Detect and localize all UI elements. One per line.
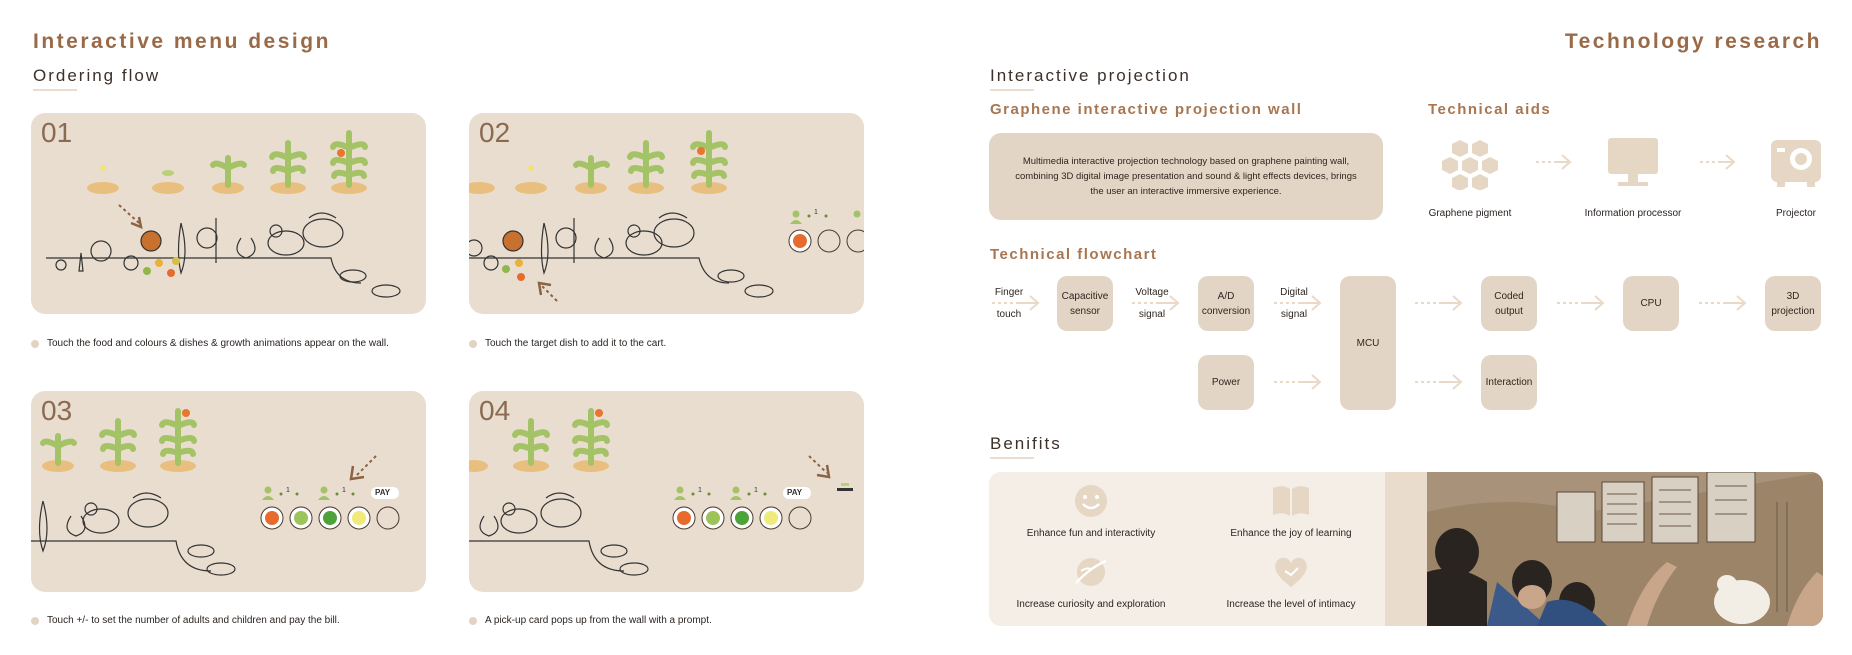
benefit-label: Increase curiosity and exploration (1016, 599, 1166, 610)
benefits-list: Enhance fun and interactivity Enhance th… (989, 472, 1385, 626)
cart-illustration (469, 130, 864, 302)
mcu-node: MCU (1340, 276, 1396, 410)
adult-counter: 1 (698, 487, 702, 494)
aid-label: Graphene pigment (1428, 208, 1512, 219)
signal2-text: signal (1280, 309, 1308, 320)
bullet-icon (469, 339, 477, 348)
caption-text: Touch +/- to set the number of adults an… (47, 615, 340, 626)
step-caption-03: Touch +/- to set the number of adults an… (31, 615, 340, 626)
aid-label: Information processor (1584, 208, 1682, 219)
digital-text: Digital (1280, 287, 1308, 298)
power-node: Power (1198, 355, 1254, 410)
pay-button[interactable]: PAY (375, 488, 391, 497)
ordering-flow-heading: Ordering flow (33, 66, 161, 91)
arrow-right-icon (1274, 295, 1322, 311)
caption-text: Touch the food and colours & dishes & gr… (47, 338, 389, 349)
adult-counter[interactable]: 1 (286, 487, 290, 494)
signal-text: signal (1138, 309, 1166, 320)
voltage-text: Voltage (1135, 287, 1169, 298)
growth-illustration (46, 130, 401, 298)
bullet-icon (31, 339, 39, 348)
bullet-icon (469, 616, 477, 625)
smile-icon (1075, 485, 1107, 517)
projector-icon (1771, 140, 1821, 187)
benefits-heading: Benifits (990, 434, 1062, 459)
step-card-01: 01 (31, 113, 426, 314)
step-caption-02: Touch the target dish to add it to the c… (469, 338, 666, 349)
step-number: 02 (479, 117, 511, 148)
graphene-text: Multimedia interactive projection techno… (1015, 156, 1357, 197)
planet-icon (1075, 558, 1107, 586)
projection-wall-photo (1427, 472, 1823, 626)
finger-touch-label: Finger touch (989, 284, 1029, 324)
projection-3d-node: 3D projection (1765, 276, 1821, 331)
step-caption-01: Touch the food and colours & dishes & gr… (31, 338, 389, 349)
bullet-icon (31, 616, 39, 625)
technical-flowchart-title: Technical flowchart (990, 246, 1158, 263)
ad-conversion-node: A/D conversion (1198, 276, 1254, 331)
touch-text: touch (996, 309, 1022, 320)
benefit-label: Enhance fun and interactivity (1026, 528, 1156, 539)
arrow-right-icon (1415, 374, 1463, 390)
hexagon-cluster-icon (1442, 140, 1498, 190)
pickup-illustration (469, 408, 853, 576)
right-page-title: Technology research (1564, 30, 1822, 53)
voltage-signal-label: Voltage signal (1130, 284, 1174, 324)
benefit-label: Increase the level of intimacy (1226, 599, 1356, 610)
caption-text: A pick-up card pops up from the wall wit… (485, 615, 712, 626)
interaction-node: Interaction (1481, 355, 1537, 410)
child-counter: 1 (754, 487, 758, 494)
heart-icon (1275, 557, 1307, 587)
book-icon (1273, 486, 1309, 516)
cart-counter: 1 (814, 209, 818, 216)
graphene-description: Multimedia interactive projection techno… (989, 133, 1383, 220)
arrow-right-icon (992, 295, 1040, 311)
child-counter[interactable]: 1 (342, 487, 346, 494)
benefits-panel: Enhance fun and interactivity Enhance th… (989, 472, 1823, 626)
technical-aids-title: Technical aids (1428, 101, 1552, 118)
aid-label: Projector (1775, 208, 1816, 219)
step-card-02: 1 02 (469, 113, 864, 314)
arrow-right-icon (1415, 295, 1463, 311)
step-caption-04: A pick-up card pops up from the wall wit… (469, 615, 712, 626)
cpu-node: CPU (1623, 276, 1679, 331)
step-number: 04 (479, 395, 511, 426)
capacitive-sensor-node: Capacitive sensor (1057, 276, 1113, 331)
caption-text: Touch the target dish to add it to the c… (485, 338, 667, 349)
step-card-04: 1 1 PAY 04 (469, 391, 864, 592)
graphene-wall-title: Graphene interactive projection wall (990, 101, 1303, 118)
step-number: 01 (41, 117, 73, 148)
coded-output-node: Coded output (1481, 276, 1537, 331)
checkout-illustration (31, 408, 400, 576)
digital-signal-label: Digital signal (1272, 284, 1316, 324)
arrow-right-icon (1274, 374, 1322, 390)
benefits-divider (1385, 472, 1427, 626)
step-card-03: 1 1 PAY 03 (31, 391, 426, 592)
benefit-label: Enhance the joy of learning (1230, 528, 1352, 539)
finger-text: Finger (994, 287, 1024, 298)
arrow-right-icon (1700, 154, 1736, 170)
arrow-right-icon (1699, 295, 1747, 311)
left-page-title: Interactive menu design (33, 30, 331, 53)
arrow-right-icon (1557, 295, 1605, 311)
interactive-projection-heading: Interactive projection (990, 66, 1191, 91)
arrow-right-icon (1132, 295, 1180, 311)
arrow-right-icon (1536, 154, 1572, 170)
pay-button: PAY (787, 488, 803, 497)
step-number: 03 (41, 395, 73, 426)
monitor-icon (1608, 138, 1658, 186)
